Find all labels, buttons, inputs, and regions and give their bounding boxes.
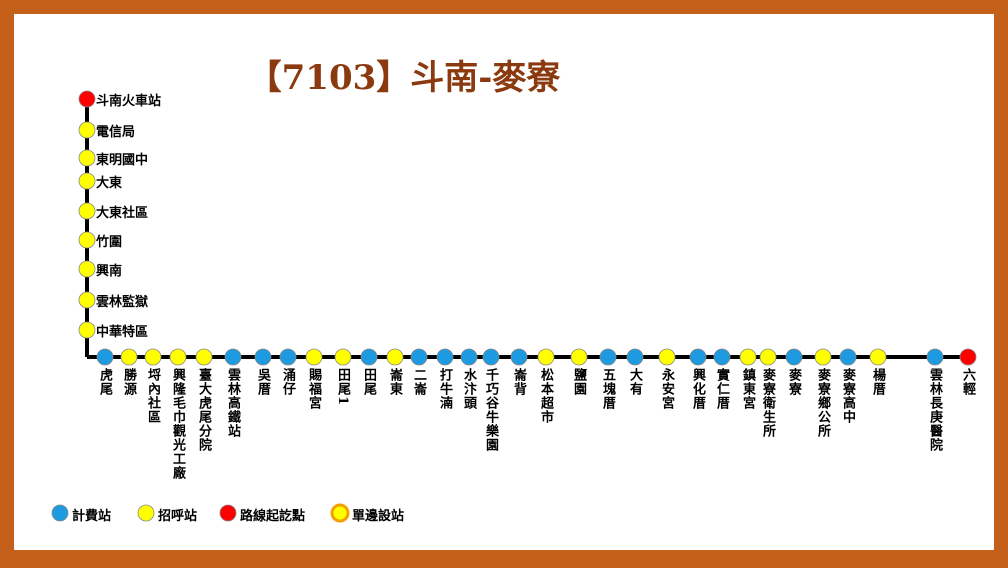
fare-stop: [224, 348, 242, 366]
call-stop: [78, 260, 96, 278]
stop-label: 楊厝: [870, 368, 885, 396]
call-stop: [386, 348, 404, 366]
stop-label: 中華特區: [96, 325, 149, 340]
call-stop: [78, 231, 96, 249]
call-stop: [869, 348, 887, 366]
call-stop: [78, 149, 96, 167]
call-stop: [814, 348, 832, 366]
fare-stop: [96, 348, 114, 366]
call-stop: [334, 348, 352, 366]
stop-label: 鹽園: [571, 368, 586, 396]
stop-label: 六輕: [960, 368, 975, 396]
stop-label: 田尾: [361, 368, 376, 396]
call-stop: [739, 348, 757, 366]
call-stop: [658, 348, 676, 366]
stop-label: 斗南火車站: [96, 94, 162, 109]
stop-label: 田尾1: [335, 368, 350, 407]
call-stop: [120, 348, 138, 366]
fare-stop: [482, 348, 500, 366]
fare-stop: [689, 348, 707, 366]
legend-label: 路線起訖點: [240, 509, 306, 524]
stop-label: 東明國中: [96, 153, 149, 168]
stop-label: 興南: [96, 264, 123, 279]
fare-stop: [410, 348, 428, 366]
fare-stop: [926, 348, 944, 366]
stop-label: 埒內社區: [145, 368, 160, 424]
terminal-stop: [959, 348, 977, 366]
stop-label: 麥寮: [786, 368, 801, 396]
fare-stop: [713, 348, 731, 366]
stop-label: 臺大虎尾分院: [196, 368, 211, 452]
stop-label: 勝源: [121, 368, 136, 396]
stop-label: 打牛湳: [437, 368, 452, 410]
stop-label: 雲林長庚醫院: [927, 368, 942, 452]
stop-label: 崙背: [511, 368, 526, 396]
stop-label: 涌仔: [280, 368, 295, 396]
fare-stop: [839, 348, 857, 366]
stop-label: 電信局: [96, 125, 136, 140]
panel: [14, 14, 994, 550]
fare-stop: [785, 348, 803, 366]
title: 【7103】斗南-麥寮: [247, 58, 561, 98]
stop-label: 水汴頭: [461, 368, 476, 410]
stop-label: 吳厝: [255, 368, 270, 396]
stop-label: 麥寮鄉公所: [815, 368, 830, 438]
call-stop: [137, 504, 155, 522]
fare-stop: [436, 348, 454, 366]
call-stop: [169, 348, 187, 366]
stop-label: 大有: [627, 368, 642, 396]
stop-label: 千巧谷牛樂園: [483, 368, 498, 452]
fare-stop: [279, 348, 297, 366]
call-stop: [759, 348, 777, 366]
stop-label: 雲林監獄: [96, 295, 149, 310]
fare-stop: [510, 348, 528, 366]
stop-label: 五塊厝: [600, 368, 615, 410]
stop-label: 松本超市: [538, 368, 553, 424]
fare-stop: [360, 348, 378, 366]
call-stop: [78, 172, 96, 190]
call-stop: [537, 348, 555, 366]
stop-label: 崙東: [387, 368, 402, 396]
call-stop: [305, 348, 323, 366]
call-stop: [78, 121, 96, 139]
stop-label: 竹圍: [96, 235, 123, 250]
call-stop: [78, 321, 96, 339]
fare-stop: [599, 348, 617, 366]
stop-label: 虎尾: [97, 368, 112, 396]
stop-label: 興隆毛巾觀光工廠: [170, 368, 185, 480]
stop-label: 大東: [96, 176, 123, 191]
stop-label: 麥寮高中: [840, 368, 855, 424]
call-stop: [570, 348, 588, 366]
stop-label: 雲林高鐵站: [225, 368, 240, 438]
fare-stop: [51, 504, 69, 522]
stop-label: 永安宮: [659, 368, 674, 410]
one-side-stop: [330, 503, 350, 523]
fare-stop: [626, 348, 644, 366]
fare-stop: [460, 348, 478, 366]
stop-label: 興化厝: [690, 368, 705, 410]
fare-stop: [254, 348, 272, 366]
call-stop: [144, 348, 162, 366]
terminal-stop: [78, 90, 96, 108]
stop-label: 麥寮衛生所: [760, 368, 775, 438]
call-stop: [195, 348, 213, 366]
call-stop: [78, 291, 96, 309]
stop-label: 鎮東宮: [740, 368, 755, 410]
legend-label: 計費站: [72, 509, 112, 524]
stop-label: 賜福宮: [306, 368, 321, 410]
legend-label: 單邊設站: [352, 509, 405, 524]
legend-label: 招呼站: [158, 509, 198, 524]
stop-label: 大東社區: [96, 206, 149, 221]
call-stop: [78, 202, 96, 220]
stop-label: 實仁厝: [714, 368, 729, 410]
stop-label: 二崙: [411, 368, 426, 396]
terminal-stop: [219, 504, 237, 522]
